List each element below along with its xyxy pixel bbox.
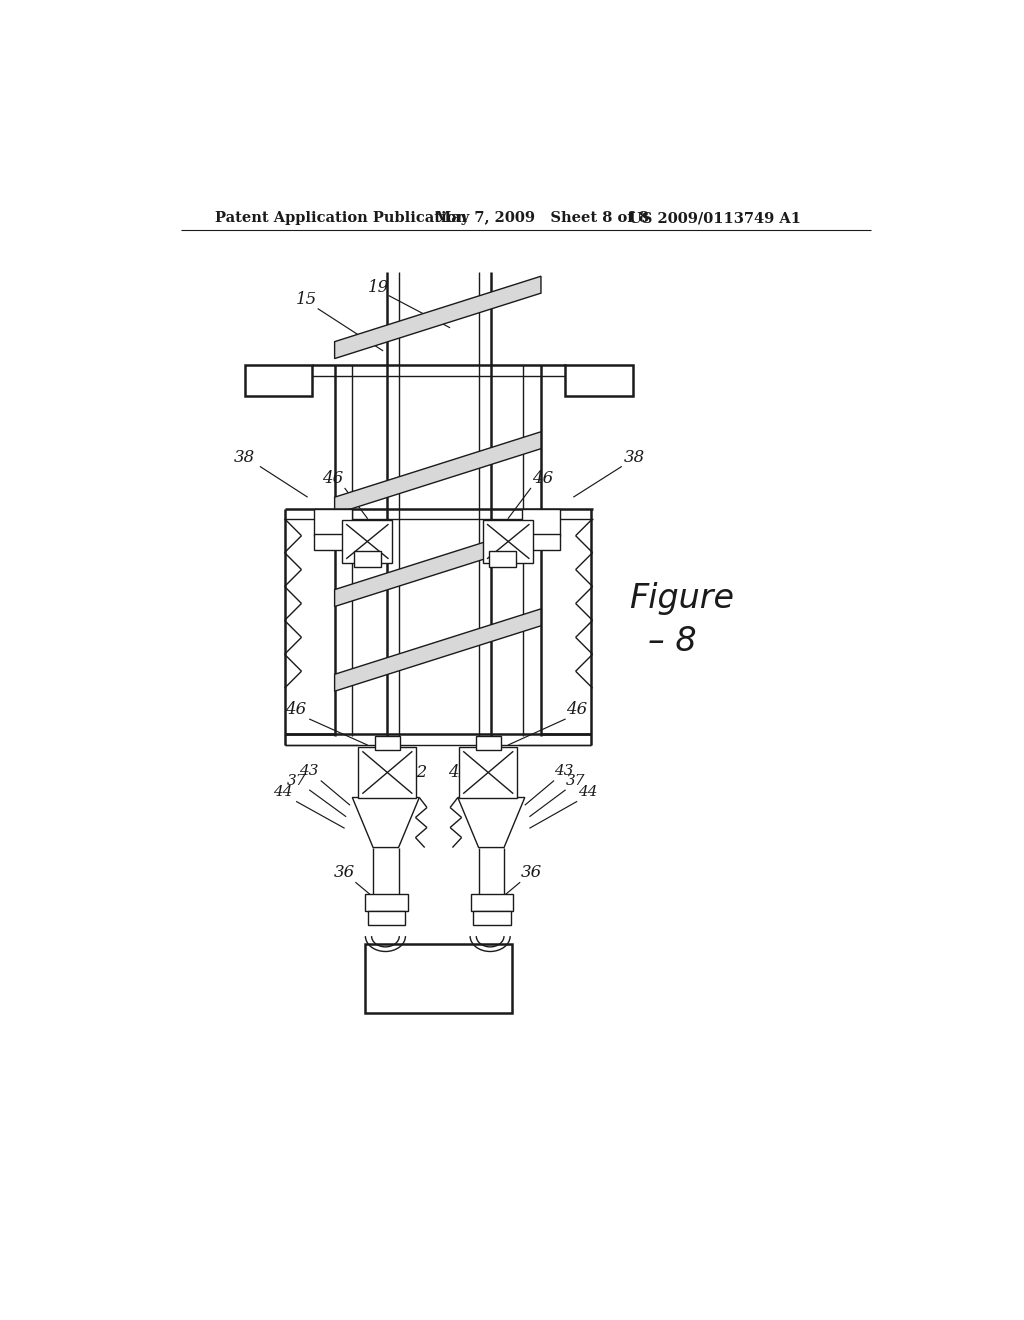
Bar [366,944,512,1014]
Text: 43: 43 [554,764,573,779]
Bar [354,552,381,566]
Bar [366,894,408,911]
Bar [358,747,416,797]
Polygon shape [458,797,524,847]
Bar [342,520,392,562]
Text: 46: 46 [286,701,307,718]
Bar [565,364,633,396]
Text: 37: 37 [566,774,586,788]
Bar [245,364,312,396]
Text: 15: 15 [296,290,316,308]
Bar [521,508,560,536]
Text: – 8: – 8 [648,626,696,659]
Text: 38: 38 [233,449,255,466]
Text: 46: 46 [531,470,553,487]
Text: 46: 46 [322,470,343,487]
Text: 42: 42 [407,764,428,781]
Bar [368,911,406,924]
Text: Patent Application Publication: Patent Application Publication [215,211,467,226]
Polygon shape [335,276,541,359]
Bar [460,747,517,797]
Bar [313,508,352,536]
Text: 36: 36 [334,865,355,882]
Text: 44: 44 [273,785,293,799]
Text: 38: 38 [625,449,645,466]
Text: May 7, 2009   Sheet 8 of 8: May 7, 2009 Sheet 8 of 8 [435,211,648,226]
Text: 46: 46 [566,701,588,718]
Text: 44: 44 [579,785,598,799]
Text: 19: 19 [368,280,389,296]
Text: 37: 37 [287,774,306,788]
Text: 43: 43 [299,764,318,779]
Bar [313,535,352,549]
Polygon shape [335,524,541,607]
Text: 42: 42 [447,764,469,781]
Text: 36: 36 [520,865,542,882]
Text: Figure: Figure [630,582,734,615]
Bar [376,737,400,750]
Bar [476,737,501,750]
Bar [521,535,560,549]
Bar [473,911,511,924]
Polygon shape [335,432,541,515]
Bar [471,894,513,911]
Text: US 2009/0113749 A1: US 2009/0113749 A1 [629,211,801,226]
Polygon shape [335,609,541,692]
Bar [488,552,515,566]
Bar [483,520,534,562]
Polygon shape [352,797,419,847]
